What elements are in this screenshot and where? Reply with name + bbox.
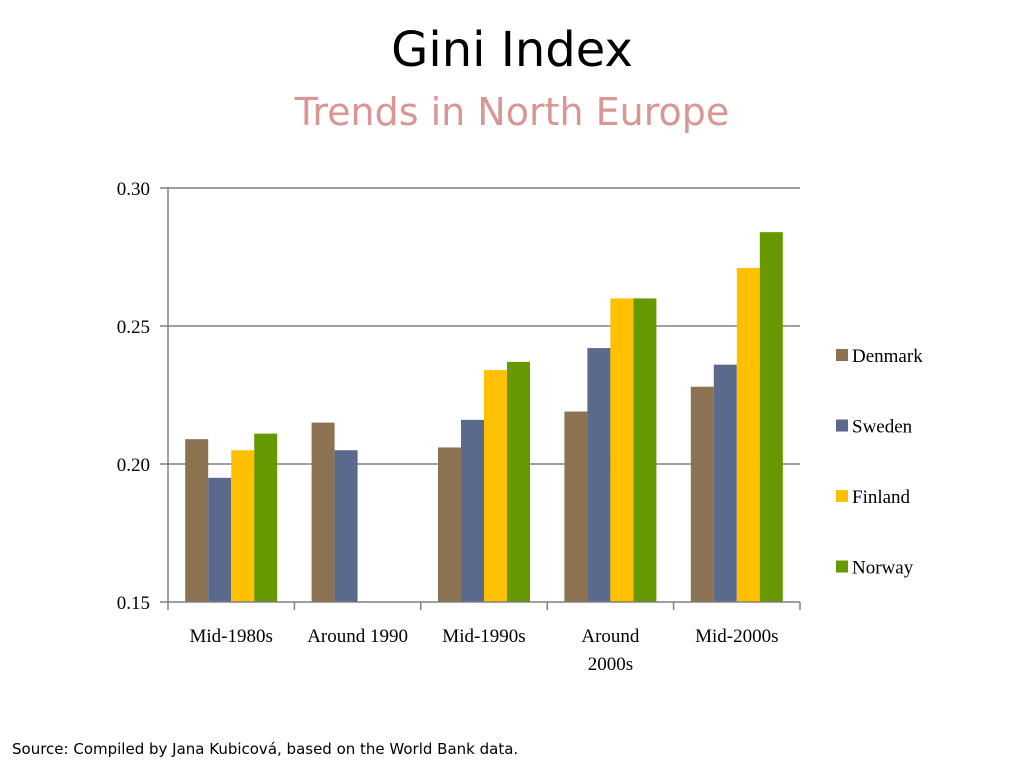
bar-norway [254, 433, 278, 602]
bar-denmark [564, 411, 588, 602]
bar-sweden [334, 450, 358, 602]
bar-denmark [185, 439, 209, 602]
bar-sweden [587, 348, 611, 602]
bar-sweden [713, 364, 737, 602]
x-category-label: Around 1990 [307, 626, 408, 647]
y-tick-label: 0.20 [117, 455, 150, 476]
legend-swatch-sweden [836, 419, 848, 432]
bar-finland [610, 298, 634, 602]
legend-label-denmark: Denmark [852, 346, 923, 367]
x-category-label: Around 2000s [581, 626, 640, 675]
bar-finland [736, 268, 760, 602]
bar-finland [484, 370, 507, 602]
x-category-label: Mid-1980s [189, 626, 272, 647]
legend-swatch-denmark [836, 349, 848, 361]
bar-sweden [461, 419, 484, 602]
y-tick-label: 0.25 [117, 317, 150, 338]
bar-norway [507, 361, 530, 602]
y-tick-label: 0.30 [117, 179, 150, 200]
x-category-label-line: 2000s [588, 654, 633, 675]
bar-denmark [690, 386, 714, 602]
bar-denmark [311, 422, 335, 602]
legend-swatch-finland [836, 490, 848, 502]
bar-sweden [208, 477, 232, 602]
legend-label-norway: Norway [852, 558, 914, 579]
bar-norway [633, 298, 657, 602]
x-category-label-line: Mid-2000s [695, 626, 778, 647]
x-category-label: Mid-1990s [442, 626, 525, 647]
legend-label-sweden: Sweden [852, 417, 913, 438]
x-category-label: Mid-2000s [695, 626, 778, 647]
slide-subtitle: Trends in North Europe [294, 90, 730, 134]
x-category-label-line: Mid-1990s [442, 626, 525, 647]
x-category-label-line: Mid-1980s [189, 626, 272, 647]
x-category-label-line: Around 1990 [307, 626, 408, 647]
slide-title: Gini Index [391, 22, 633, 78]
bar-finland [231, 450, 255, 602]
y-tick-label: 0.15 [117, 593, 150, 614]
source-note: Source: Compiled by Jana Kubicová, based… [12, 740, 519, 758]
gini-bar-chart: 0.15 0.20 0.25 0.30 Mid-1980s Around 1990 Mid-… [117, 179, 923, 675]
bar-norway [759, 232, 783, 602]
x-category-label-line: Around [581, 626, 640, 647]
legend-swatch-norway [836, 560, 848, 573]
legend-label-finland: Finland [852, 487, 911, 508]
bar-denmark [438, 447, 461, 602]
